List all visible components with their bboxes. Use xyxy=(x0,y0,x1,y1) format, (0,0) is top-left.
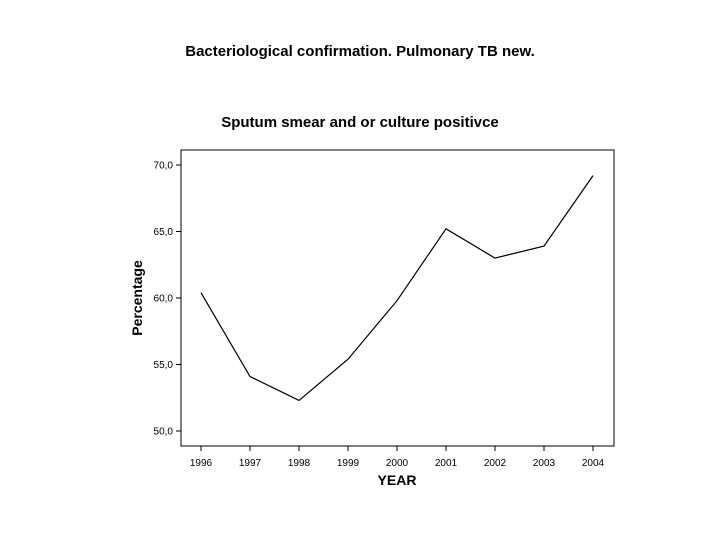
y-axis-label: Percentage xyxy=(129,260,145,336)
x-tick-label: 2002 xyxy=(484,458,507,469)
y-tick-label: 60,0 xyxy=(154,294,174,305)
x-axis-label: YEAR xyxy=(378,472,417,488)
x-tick-label: 1999 xyxy=(337,458,360,469)
x-axis: 1996 1997 1998 1999 2000 2001 2002 2003 2004 xyxy=(190,446,605,469)
x-tick-label: 1997 xyxy=(239,458,262,469)
x-tick-label: 1998 xyxy=(288,458,311,469)
chart-title: Sputum smear and or culture positivce xyxy=(221,114,499,131)
slide-title: Bacteriological confirmation. Pulmonary … xyxy=(185,43,535,60)
x-tick-label: 1996 xyxy=(190,458,213,469)
series-line xyxy=(200,175,594,402)
y-tick-label: 50,0 xyxy=(154,427,174,438)
x-tick-label: 2000 xyxy=(386,458,409,469)
x-tick-label: 2004 xyxy=(582,458,605,469)
x-tick-label: 2001 xyxy=(435,458,458,469)
x-tick-label: 2003 xyxy=(533,458,556,469)
y-axis: 50,0 55,0 60,0 65,0 70,0 xyxy=(154,161,181,438)
y-tick-label: 65,0 xyxy=(154,227,174,238)
y-tick-label: 55,0 xyxy=(154,360,174,371)
plot-area-frame xyxy=(180,149,615,447)
y-tick-label: 70,0 xyxy=(154,161,174,172)
